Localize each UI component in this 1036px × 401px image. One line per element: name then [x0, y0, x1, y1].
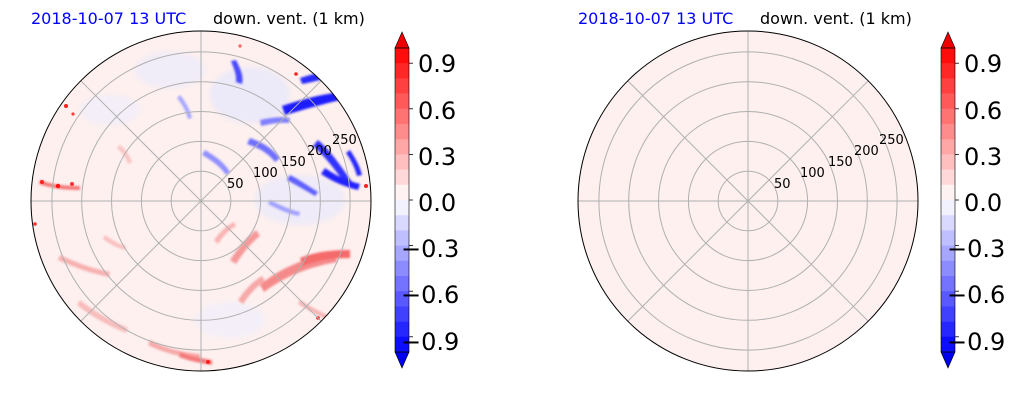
- right-colorbar-tick-neg0.3: −0.3: [947, 235, 1005, 263]
- right-colorbar-band-13: [941, 245, 955, 262]
- left-colorbar-band-7: [395, 154, 409, 170]
- right-colorbar-band-4: [941, 108, 955, 125]
- right-colorbar-band-19: [941, 336, 955, 353]
- left-colorbar-band-9: [395, 184, 409, 201]
- left-radial-tick-labels: 50 100 150 200 250: [227, 133, 357, 192]
- left-polar-axes: 50 100 150 200 250: [30, 30, 372, 372]
- right-title-date: 2018-10-07 13 UTC: [578, 9, 733, 28]
- right-colorbar-band-8: [941, 169, 955, 186]
- right-colorbar-band-1: [941, 63, 955, 79]
- right-colorbar-tick-0.0: 0.0: [964, 189, 1002, 217]
- right-colorbar-band-14: [941, 260, 955, 277]
- right-colorbar-band-6: [941, 139, 955, 155]
- left-title-date: 2018-10-07 13 UTC: [31, 9, 186, 28]
- left-colorbar: 0.9 0.6 0.3 0.0 −0.3 −0.6 −0.9: [394, 31, 459, 369]
- right-colorbar-tick-0.9: 0.9: [964, 50, 1002, 78]
- right-grid: [578, 31, 918, 371]
- left-radial-tick-250: 250: [332, 133, 357, 148]
- right-colorbar-band-7: [941, 154, 955, 170]
- left-colorbar-band-17: [395, 306, 409, 322]
- left-colorbar-tick-0.0: 0.0: [418, 189, 456, 217]
- left-positive-streaks: [39, 145, 350, 365]
- left-panel: 2018-10-07 13 UTC down. vent. (1 km): [30, 9, 459, 372]
- left-colorbar-band-6: [395, 139, 409, 155]
- right-colorbar: 0.9 0.6 0.3 0.0 −0.3 −0.6 −0.9: [940, 31, 1005, 369]
- left-colorbar-band-11: [395, 215, 409, 231]
- left-colorbar-band-1: [395, 63, 409, 79]
- right-colorbar-tick-0.6: 0.6: [964, 97, 1002, 125]
- right-radial-tick-200: 200: [854, 144, 879, 159]
- left-colorbar-band-5: [395, 124, 409, 140]
- left-colorbar-band-10: [395, 200, 409, 216]
- left-title-variable: down. vent. (1 km): [213, 9, 365, 28]
- right-colorbar-bands: [940, 31, 959, 369]
- left-colorbar-band-16: [395, 291, 409, 307]
- right-colorbar-band-16: [941, 291, 955, 307]
- right-colorbar-extend-max: [940, 31, 956, 49]
- left-colorbar-band-3: [395, 93, 409, 110]
- right-colorbar-band-17: [941, 306, 955, 322]
- left-colorbar-band-15: [395, 276, 409, 292]
- right-colorbar-band-18: [941, 321, 955, 338]
- left-colorbar-tick-0.3: 0.3: [418, 143, 456, 171]
- left-colorbar-band-12: [395, 230, 409, 246]
- right-colorbar-band-11: [941, 215, 955, 231]
- left-colorbar-tick-neg0.9: −0.9: [401, 328, 459, 356]
- left-colorbar-band-18: [395, 321, 409, 338]
- right-radial-tick-250: 250: [879, 133, 904, 148]
- left-radial-tick-200: 200: [307, 144, 332, 159]
- left-colorbar-bands: [394, 31, 413, 369]
- left-colorbar-tick-neg0.3: −0.3: [401, 235, 459, 263]
- right-radial-tick-100: 100: [800, 166, 825, 181]
- right-colorbar-band-9: [941, 184, 955, 201]
- left-radial-tick-150: 150: [281, 155, 306, 170]
- left-colorbar-tick-0.9: 0.9: [418, 50, 456, 78]
- right-radial-tick-labels: 50 100 150 200 250: [774, 133, 904, 192]
- left-colorbar-tick-neg0.6: −0.6: [401, 281, 459, 309]
- left-polar-frame: [30, 30, 372, 372]
- right-colorbar-band-15: [941, 276, 955, 292]
- right-colorbar-tick-neg0.6: −0.6: [947, 281, 1005, 309]
- left-grid: [31, 31, 371, 371]
- right-radial-tick-150: 150: [828, 155, 853, 170]
- left-colorbar-band-2: [395, 78, 409, 94]
- right-panel: 2018-10-07 13 UTC down. vent. (1 km) 50 …: [577, 9, 1005, 372]
- right-colorbar-ticks: 0.9 0.6 0.3 0.0 −0.3 −0.6 −0.9: [947, 50, 1005, 356]
- left-colorbar-band-4: [395, 108, 409, 125]
- left-colorbar-extend-max: [394, 31, 410, 49]
- right-colorbar-band-10: [941, 200, 955, 216]
- right-colorbar-band-3: [941, 93, 955, 110]
- right-colorbar-band-12: [941, 230, 955, 246]
- left-colorbar-ticks: 0.9 0.6 0.3 0.0 −0.3 −0.6 −0.9: [401, 50, 459, 356]
- right-colorbar-band-0: [941, 48, 955, 64]
- left-radial-tick-50: 50: [227, 177, 244, 192]
- right-colorbar-band-5: [941, 124, 955, 140]
- left-radial-tick-100: 100: [253, 166, 278, 181]
- left-colorbar-band-14: [395, 260, 409, 277]
- left-colorbar-band-19: [395, 336, 409, 353]
- left-colorbar-band-0: [395, 48, 409, 64]
- right-polar-frame: [577, 30, 919, 372]
- right-radial-tick-50: 50: [774, 177, 791, 192]
- left-colorbar-tick-0.6: 0.6: [418, 97, 456, 125]
- right-colorbar-band-2: [941, 78, 955, 94]
- right-colorbar-tick-0.3: 0.3: [964, 143, 1002, 171]
- left-colorbar-band-13: [395, 245, 409, 262]
- left-colorbar-band-8: [395, 169, 409, 186]
- right-colorbar-tick-neg0.9: −0.9: [947, 328, 1005, 356]
- right-polar-axes: 50 100 150 200 250: [577, 30, 919, 372]
- right-title-variable: down. vent. (1 km): [760, 9, 912, 28]
